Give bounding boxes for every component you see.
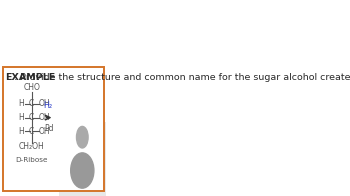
Text: OH: OH (39, 99, 50, 108)
Text: CHO: CHO (23, 83, 40, 92)
Text: H₂: H₂ (43, 101, 52, 110)
Text: EXAMPLE: EXAMPLE (6, 74, 56, 83)
Text: Pd: Pd (44, 124, 54, 133)
Text: : Provide the structure and common name for the sugar alcohol created from the r: : Provide the structure and common name … (14, 74, 350, 83)
Text: OH: OH (39, 113, 50, 122)
Text: OH: OH (39, 127, 50, 136)
Text: D-Ribose: D-Ribose (15, 157, 48, 163)
Text: H: H (18, 127, 24, 136)
Ellipse shape (71, 153, 94, 188)
Circle shape (77, 126, 88, 148)
Text: H: H (18, 113, 24, 122)
FancyBboxPatch shape (59, 122, 105, 196)
Text: CH₂OH: CH₂OH (19, 142, 44, 151)
Text: C: C (29, 113, 34, 122)
Text: C: C (29, 127, 34, 136)
Text: C: C (29, 99, 34, 108)
FancyBboxPatch shape (3, 67, 104, 191)
Text: H: H (18, 99, 24, 108)
